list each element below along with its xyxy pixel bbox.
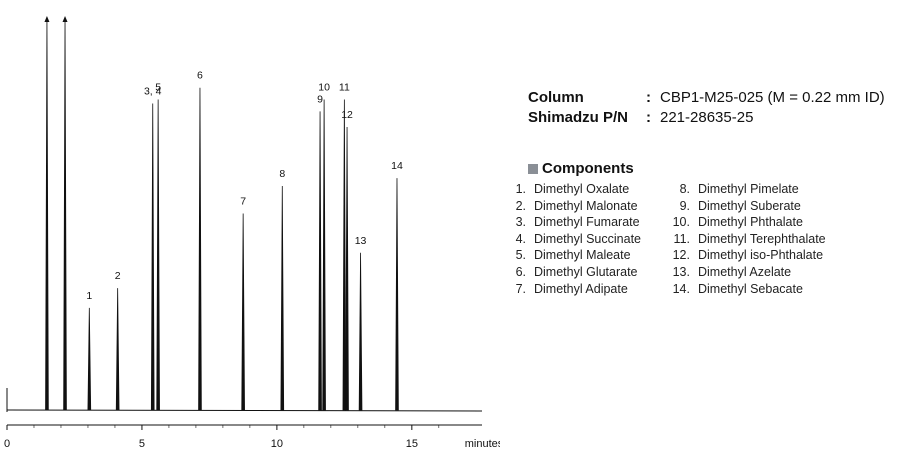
components-section: Components — [528, 160, 634, 177]
peak — [87, 307, 92, 411]
peak-label: 9 — [317, 93, 323, 105]
peak — [63, 16, 67, 411]
part-number-label: Shimadzu P/N — [528, 109, 629, 126]
peak — [45, 16, 49, 411]
baseline — [6, 409, 483, 412]
part-number-row: Shimadzu P/N:221-28635-25 — [528, 109, 754, 126]
component-item: 4. Dimethyl Succinate — [500, 231, 641, 248]
component-name: Dimethyl iso-Phthalate — [698, 248, 824, 263]
component-name: Dimethyl Adipate — [534, 281, 628, 296]
component-item: 2. Dimethyl Malonate — [500, 198, 641, 215]
peak — [115, 288, 120, 411]
component-number: 5. — [515, 248, 526, 263]
component-item: 8. Dimethyl Pimelate — [664, 181, 826, 198]
part-number-value: 221-28635-25 — [660, 109, 754, 126]
component-name: Dimethyl Pimelate — [698, 182, 799, 196]
chromatogram-trace — [6, 16, 483, 412]
column-value: CBP1-M25-025 (M = 0.22 mm ID) — [660, 89, 885, 106]
component-name: Dimethyl Succinate — [534, 231, 641, 246]
bullet-square-icon — [528, 163, 538, 174]
component-number: 14. — [672, 281, 690, 296]
component-number: 2. — [515, 198, 526, 213]
component-name: Dimethyl Azelate — [698, 264, 792, 279]
peak-label: 5 — [155, 82, 161, 94]
peak-label: 1 — [86, 290, 92, 302]
x-tick-label: 10 — [271, 438, 283, 450]
peak — [318, 111, 322, 411]
component-number: 6. — [515, 264, 526, 279]
component-number: 1. — [515, 182, 526, 196]
offscale-arrow-icon — [44, 16, 50, 22]
peak-label: 11 — [339, 82, 350, 94]
components-title: Components — [528, 160, 634, 177]
peak-label: 3, 4 — [144, 85, 162, 97]
peak-label: 14 — [391, 160, 403, 172]
offscale-arrow-icon — [62, 16, 68, 22]
column-label: Column — [528, 89, 584, 106]
x-tick-label: 0 — [4, 438, 10, 450]
components-list-left: 1. Dimethyl Oxalate 2. Dimethyl Malonate 3. D… — [500, 181, 641, 297]
component-item: 3. Dimethyl Fumarate — [500, 214, 641, 231]
peak — [280, 185, 285, 411]
component-item: 5. Dimethyl Maleate — [500, 247, 641, 264]
component-item: 9. Dimethyl Suberate — [664, 198, 826, 215]
components-list-right: 8. Dimethyl Pimelate 9. Dimethyl Suberate 10… — [664, 181, 826, 297]
component-item: 10. Dimethyl Phthalate — [664, 214, 826, 231]
component-number: 3. — [515, 215, 526, 230]
component-number: 4. — [515, 231, 526, 246]
component-item: 14. Dimethyl Sebacate — [664, 281, 826, 298]
component-name: Dimethyl Fumarate — [534, 215, 640, 230]
component-name: Dimethyl Malonate — [534, 198, 638, 213]
component-item: 6. Dimethyl Glutarate — [500, 264, 641, 281]
component-name: Dimethyl Glutarate — [534, 264, 638, 279]
component-name: Dimethyl Terephthalate — [698, 231, 826, 246]
peak — [345, 127, 349, 411]
component-name: Dimethyl Maleate — [534, 248, 631, 263]
peak-label: 7 — [240, 196, 246, 208]
component-name: Dimethyl Oxalate — [534, 182, 630, 196]
peak — [395, 178, 399, 411]
peak-label: 12 — [341, 109, 353, 121]
peak — [322, 99, 326, 411]
component-number: 8. — [679, 182, 690, 196]
component-number: 11. — [673, 231, 690, 246]
peak-label: 8 — [279, 168, 285, 180]
component-name: Dimethyl Sebacate — [698, 281, 803, 296]
component-number: 7. — [515, 281, 526, 296]
component-item: 12. Dimethyl iso-Phthalate — [664, 247, 826, 264]
component-item: 7. Dimethyl Adipate — [500, 281, 641, 298]
component-number: 12. — [672, 248, 690, 263]
x-tick-label: 5 — [139, 438, 145, 450]
peak — [358, 252, 363, 411]
x-axis-label: minutes — [465, 438, 500, 450]
column-row: Column: CBP1-M25-025 (M = 0.22 mm ID) — [528, 89, 885, 106]
peak-label: 6 — [197, 70, 203, 82]
peak — [198, 87, 202, 411]
component-item: 1. Dimethyl Oxalate — [500, 181, 641, 198]
component-number: 10. — [672, 215, 690, 230]
column-info: Column: CBP1-M25-025 (M = 0.22 mm ID) Shi… — [528, 88, 885, 128]
peak-label: 2 — [115, 270, 121, 282]
x-tick-label: 15 — [406, 438, 418, 450]
component-number: 13. — [672, 264, 690, 279]
peak-label: 10 — [318, 82, 330, 94]
peak — [150, 103, 155, 411]
component-item: 13. Dimethyl Azelate — [664, 264, 826, 281]
component-item: 11. Dimethyl Terephthalate — [664, 231, 826, 248]
peak-label: 13 — [355, 235, 367, 247]
peak — [241, 213, 245, 411]
x-axis: 0 5 10 15 minutes — [4, 388, 500, 450]
component-name: Dimethyl Suberate — [698, 198, 801, 213]
component-number: 9. — [679, 198, 690, 213]
peak — [342, 99, 347, 411]
peak — [156, 99, 160, 411]
component-name: Dimethyl Phthalate — [698, 215, 803, 230]
